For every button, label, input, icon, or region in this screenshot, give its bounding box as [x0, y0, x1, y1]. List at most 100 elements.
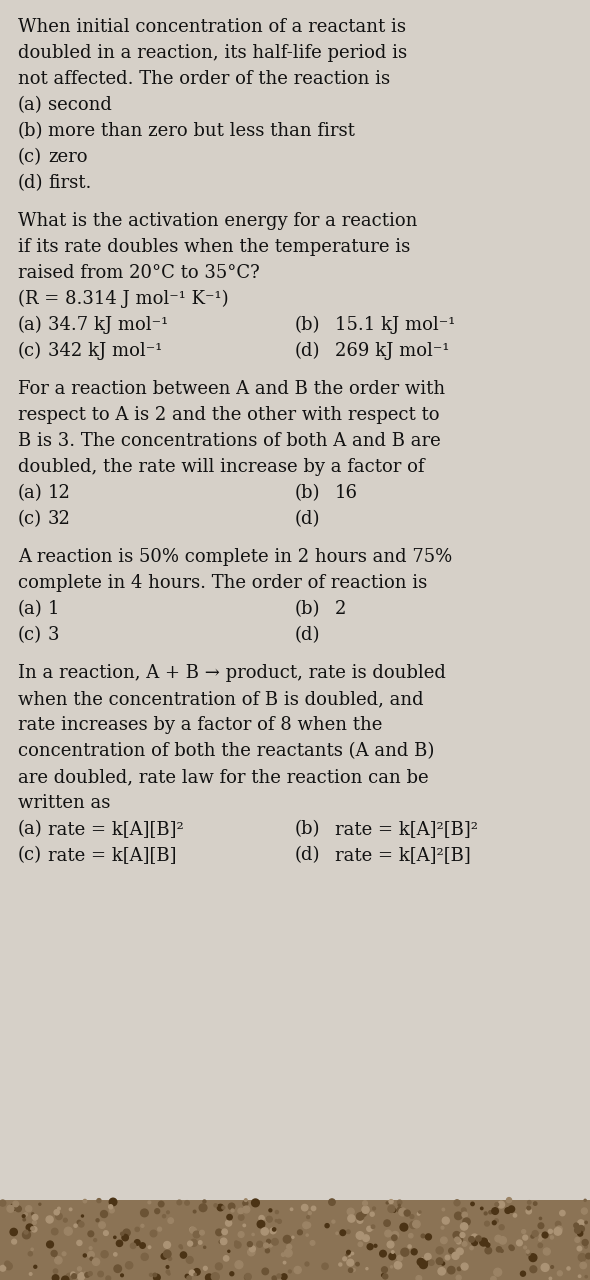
Circle shape — [81, 1215, 83, 1217]
Circle shape — [66, 1274, 73, 1280]
Circle shape — [140, 1210, 148, 1217]
Circle shape — [32, 1221, 36, 1225]
Text: (b): (b) — [295, 484, 320, 502]
Circle shape — [270, 1228, 276, 1234]
Circle shape — [283, 1261, 286, 1263]
Circle shape — [153, 1274, 160, 1280]
Circle shape — [164, 1242, 171, 1248]
Text: (a): (a) — [18, 820, 42, 838]
Circle shape — [0, 1201, 6, 1206]
Circle shape — [94, 1239, 97, 1242]
Circle shape — [577, 1247, 582, 1251]
Circle shape — [5, 1262, 12, 1270]
Circle shape — [74, 1224, 77, 1228]
Circle shape — [392, 1208, 396, 1212]
Circle shape — [454, 1212, 462, 1220]
Circle shape — [456, 1275, 461, 1280]
Circle shape — [506, 1198, 512, 1203]
Circle shape — [499, 1225, 504, 1230]
Circle shape — [580, 1262, 586, 1268]
Text: (a): (a) — [18, 316, 42, 334]
Circle shape — [421, 1258, 424, 1261]
Text: first.: first. — [48, 174, 91, 192]
Circle shape — [287, 1244, 291, 1249]
Circle shape — [55, 1257, 57, 1260]
Circle shape — [15, 1206, 21, 1212]
Circle shape — [12, 1239, 17, 1244]
Circle shape — [527, 1201, 531, 1204]
Circle shape — [244, 1199, 247, 1202]
Circle shape — [214, 1203, 217, 1207]
Circle shape — [114, 1253, 117, 1256]
Text: 34.7 kJ mol⁻¹: 34.7 kJ mol⁻¹ — [48, 316, 168, 334]
Circle shape — [104, 1231, 108, 1235]
Circle shape — [339, 1263, 342, 1266]
Circle shape — [120, 1233, 124, 1235]
Circle shape — [486, 1243, 490, 1247]
Circle shape — [135, 1228, 139, 1231]
Circle shape — [496, 1247, 502, 1252]
Circle shape — [188, 1242, 192, 1245]
Circle shape — [392, 1235, 397, 1240]
Circle shape — [238, 1231, 244, 1238]
Circle shape — [238, 1208, 244, 1213]
Circle shape — [22, 1215, 25, 1217]
Circle shape — [34, 1266, 37, 1268]
Text: (b): (b) — [18, 122, 44, 140]
Circle shape — [235, 1261, 243, 1268]
Circle shape — [121, 1274, 123, 1276]
Circle shape — [499, 1236, 506, 1244]
Circle shape — [294, 1266, 301, 1274]
Circle shape — [556, 1226, 562, 1233]
Text: rate = k[A][B]: rate = k[A][B] — [48, 846, 176, 864]
Circle shape — [289, 1270, 291, 1272]
Circle shape — [413, 1220, 420, 1228]
Circle shape — [250, 1245, 255, 1252]
Text: B is 3. The concentrations of both A and B are: B is 3. The concentrations of both A and… — [18, 431, 441, 451]
Circle shape — [392, 1251, 394, 1253]
Circle shape — [235, 1242, 241, 1248]
Circle shape — [161, 1253, 167, 1260]
Circle shape — [421, 1234, 425, 1238]
Circle shape — [385, 1230, 391, 1236]
Circle shape — [116, 1240, 123, 1247]
Circle shape — [322, 1263, 328, 1270]
Circle shape — [409, 1234, 413, 1238]
Circle shape — [363, 1201, 368, 1206]
Circle shape — [578, 1220, 584, 1226]
Circle shape — [578, 1253, 586, 1261]
Circle shape — [168, 1257, 172, 1261]
Text: (b): (b) — [295, 820, 320, 838]
Circle shape — [150, 1230, 157, 1236]
Circle shape — [401, 1248, 409, 1256]
Text: if its rate doubles when the temperature is: if its rate doubles when the temperature… — [18, 238, 410, 256]
Text: (a): (a) — [18, 484, 42, 502]
Circle shape — [97, 1198, 101, 1203]
Circle shape — [425, 1253, 431, 1260]
Circle shape — [55, 1213, 62, 1220]
Circle shape — [438, 1267, 445, 1275]
Circle shape — [584, 1199, 586, 1202]
Circle shape — [163, 1251, 171, 1258]
Circle shape — [0, 1266, 6, 1271]
Circle shape — [185, 1201, 189, 1206]
Circle shape — [532, 1230, 538, 1236]
Circle shape — [429, 1260, 434, 1266]
Circle shape — [290, 1208, 293, 1211]
Circle shape — [510, 1245, 514, 1251]
Circle shape — [530, 1266, 537, 1272]
Circle shape — [194, 1274, 196, 1276]
Circle shape — [140, 1243, 145, 1248]
Circle shape — [411, 1249, 417, 1254]
Circle shape — [26, 1224, 33, 1231]
Text: (d): (d) — [295, 626, 320, 644]
Text: 342 kJ mol⁻¹: 342 kJ mol⁻¹ — [48, 342, 162, 360]
Text: rate = k[A][B]²: rate = k[A][B]² — [48, 820, 183, 838]
Circle shape — [7, 1206, 14, 1212]
Circle shape — [203, 1201, 206, 1203]
Circle shape — [166, 1270, 169, 1274]
Circle shape — [88, 1252, 94, 1258]
Circle shape — [452, 1252, 459, 1260]
Circle shape — [481, 1207, 483, 1210]
Circle shape — [162, 1215, 166, 1217]
